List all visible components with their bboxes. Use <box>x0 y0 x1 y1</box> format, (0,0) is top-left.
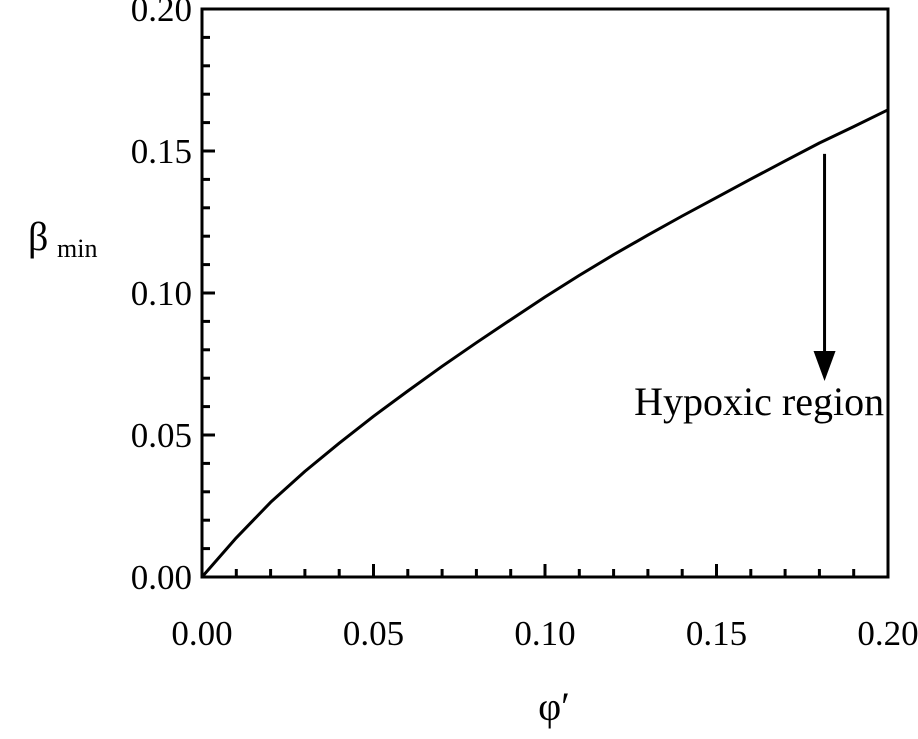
axis-tick-labels: 0.00 0.05 0.10 0.15 0.20 0.00 0.05 0.10 0.15 0.20 <box>131 0 918 653</box>
annotations: Hypoxic region <box>634 379 884 424</box>
y-tick-label: 0.00 <box>131 558 192 597</box>
y-axis-title: β min <box>28 214 97 263</box>
hypoxic-arrow <box>813 153 836 382</box>
x-tick-label: 0.20 <box>857 614 918 653</box>
arrow-head <box>813 351 836 382</box>
plot-frame <box>200 7 890 579</box>
x-tick-label: 0.05 <box>343 614 404 653</box>
y-tick-label: 0.10 <box>131 274 192 313</box>
x-tick-label: 0.00 <box>171 614 232 653</box>
x-tick-label: 0.10 <box>514 614 575 653</box>
series-points <box>202 110 888 577</box>
axis-ticks <box>200 7 890 579</box>
annotation-label: Hypoxic region <box>634 379 884 424</box>
y-axis-label-subscript: min <box>57 234 97 263</box>
y-tick-label: 0.05 <box>131 416 192 455</box>
y-tick-label: 0.15 <box>131 132 192 171</box>
x-tick-label: 0.15 <box>686 614 747 653</box>
series-line <box>200 108 889 578</box>
y-tick-label: 0.20 <box>131 0 192 29</box>
y-axis-label: β <box>28 214 48 259</box>
x-axis-label: φ′ <box>538 684 570 729</box>
